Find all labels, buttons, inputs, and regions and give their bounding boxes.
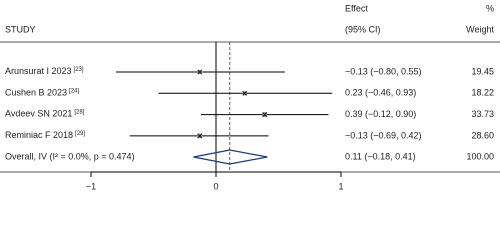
overall-diamond bbox=[193, 149, 268, 165]
study-ref: [24] bbox=[69, 88, 79, 94]
overall-name: Overall, IV (I² = 0.0%, p = 0.474) bbox=[5, 151, 135, 161]
pct-header: % bbox=[486, 3, 494, 13]
study-name: Arunsurat I 2023 [23] bbox=[5, 66, 84, 76]
study-name-text: Reminiac F 2018 bbox=[5, 130, 73, 140]
x-tick-label: 1 bbox=[338, 181, 343, 191]
chart: Effect % STUDY (95% CI) Weight −1 0 1 Aruns… bbox=[0, 3, 500, 191]
study-name: Reminiac F 2018 [29] bbox=[5, 130, 85, 140]
study-header: STUDY bbox=[5, 24, 36, 34]
overall-label: 0.11 (−0.18, 0.41) bbox=[345, 151, 416, 161]
study-name-text: Arunsurat I 2023 bbox=[5, 66, 72, 76]
weight-label: 33.73 bbox=[471, 109, 494, 119]
x-tick-label: −1 bbox=[86, 181, 96, 191]
effect-header: Effect bbox=[345, 3, 368, 13]
weight-label: 19.45 bbox=[471, 66, 494, 76]
effect-point bbox=[242, 91, 248, 96]
effect-label: −0.13 (−0.80, 0.55) bbox=[345, 66, 422, 76]
x-tick-label: 0 bbox=[213, 181, 218, 191]
study-name: Avdeev SN 2021 [28] bbox=[5, 109, 85, 119]
effect-label: 0.23 (−0.46, 0.93) bbox=[345, 88, 416, 98]
weight-label: 18.22 bbox=[471, 88, 494, 98]
effect-point bbox=[197, 133, 203, 139]
study-ref: [29] bbox=[75, 130, 85, 136]
study-ref: [23] bbox=[74, 67, 84, 73]
weight-label: 28.60 bbox=[471, 130, 494, 140]
study-name: Cushen B 2023 [24] bbox=[5, 88, 79, 98]
ci-header: (95% CI) bbox=[345, 24, 381, 34]
study-name-text: Cushen B 2023 bbox=[5, 88, 67, 98]
effect-point bbox=[197, 69, 203, 75]
effect-point bbox=[262, 112, 268, 117]
overall-weight: 100.00 bbox=[466, 151, 494, 161]
study-name-text: Avdeev SN 2021 bbox=[5, 109, 72, 119]
effect-label: −0.13 (−0.69, 0.42) bbox=[345, 130, 422, 140]
study-ref: [28] bbox=[74, 109, 84, 115]
effect-label: 0.39 (−0.12, 0.90) bbox=[345, 109, 416, 119]
weight-header: Weight bbox=[466, 24, 494, 34]
